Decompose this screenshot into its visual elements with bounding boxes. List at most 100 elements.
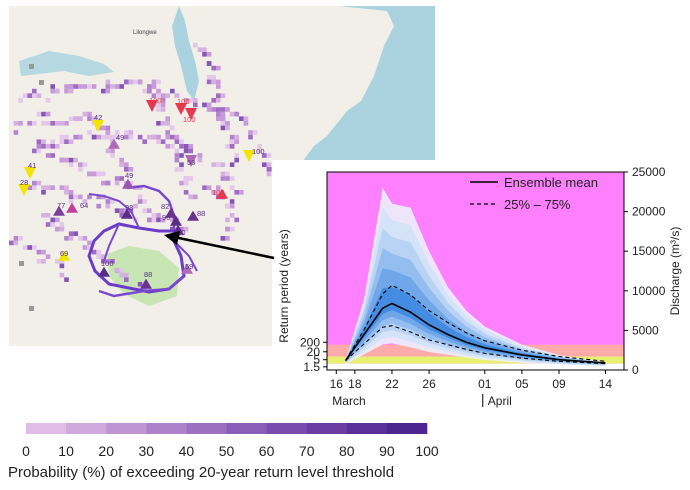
station-marker[interactable] bbox=[24, 167, 36, 179]
lake-malawi bbox=[172, 6, 199, 101]
grid-cell bbox=[188, 194, 193, 200]
grid-cell bbox=[137, 282, 143, 287]
grid-cell bbox=[197, 47, 203, 52]
grid-cell bbox=[262, 153, 267, 158]
grid-cell bbox=[220, 236, 226, 241]
station-marker[interactable] bbox=[185, 155, 197, 167]
band-1_5yr bbox=[327, 363, 624, 370]
grid-cell bbox=[188, 176, 193, 181]
y-left-axis-label: Return period (years) bbox=[277, 229, 291, 342]
grid-cell bbox=[188, 144, 193, 149]
grid-cell bbox=[183, 226, 189, 232]
legend-swatch bbox=[386, 423, 428, 434]
station-marker[interactable] bbox=[53, 205, 65, 216]
pointer-arrow bbox=[164, 231, 275, 260]
grid-cell bbox=[36, 93, 42, 98]
station-marker[interactable] bbox=[122, 178, 134, 189]
station-marker[interactable] bbox=[121, 208, 133, 219]
station-marker[interactable] bbox=[140, 278, 152, 289]
station-marker[interactable] bbox=[146, 100, 158, 112]
grid-cell bbox=[101, 180, 106, 186]
grid-cell bbox=[82, 84, 88, 89]
station-value: 88 bbox=[144, 270, 152, 279]
grid-cell bbox=[78, 236, 83, 241]
grid-cell bbox=[183, 180, 189, 186]
station-marker[interactable] bbox=[92, 120, 104, 132]
station-marker[interactable] bbox=[98, 266, 110, 277]
grid-cell bbox=[124, 162, 129, 167]
river-north bbox=[126, 184, 176, 231]
grid-cell bbox=[13, 130, 19, 135]
station-value: 100 bbox=[149, 96, 162, 105]
station-value: 98 bbox=[125, 203, 133, 212]
grid-cell bbox=[110, 153, 115, 158]
grid-cell bbox=[225, 176, 230, 181]
grid-cell bbox=[68, 116, 74, 121]
lake-kariba bbox=[19, 51, 114, 76]
grid-cell bbox=[105, 199, 111, 204]
river-main bbox=[87, 222, 186, 294]
grid-cell bbox=[174, 157, 180, 163]
grid-cell bbox=[248, 134, 253, 140]
grid-cell bbox=[229, 139, 235, 144]
grid-cell bbox=[147, 134, 152, 140]
station-value: 28 bbox=[20, 178, 28, 187]
grid-cell bbox=[96, 249, 101, 255]
grid-cell bbox=[78, 84, 83, 89]
grid-cell bbox=[156, 213, 161, 218]
station-marker[interactable] bbox=[18, 184, 30, 196]
grid-cell bbox=[216, 116, 221, 121]
legend-tick-label: 60 bbox=[259, 443, 275, 459]
station-marker[interactable] bbox=[181, 263, 193, 274]
grid-cell bbox=[27, 245, 32, 250]
grid-cell bbox=[41, 185, 46, 190]
grid-cell bbox=[110, 259, 115, 264]
grid-cell bbox=[170, 226, 175, 232]
grid-cell bbox=[39, 80, 44, 85]
station-marker[interactable] bbox=[108, 138, 120, 149]
grid-cell bbox=[216, 185, 221, 190]
grid-cell bbox=[114, 134, 120, 140]
station-marker[interactable] bbox=[175, 103, 187, 115]
station-marker[interactable] bbox=[216, 188, 228, 199]
grid-cell bbox=[32, 121, 37, 126]
grid-cell bbox=[165, 93, 170, 98]
grid-cell bbox=[96, 194, 101, 200]
grid-cell bbox=[29, 64, 34, 69]
grid-cell bbox=[59, 134, 65, 140]
station-marker[interactable] bbox=[66, 202, 78, 213]
station-marker[interactable] bbox=[58, 250, 70, 261]
station-value: 88 bbox=[197, 209, 205, 218]
grid-cell bbox=[105, 88, 111, 94]
grid-cell bbox=[211, 75, 216, 80]
station-marker[interactable] bbox=[170, 215, 182, 226]
grid-cell bbox=[257, 144, 262, 149]
grid-cell bbox=[229, 226, 235, 232]
grid-cell bbox=[179, 139, 184, 144]
grid-cell bbox=[119, 176, 124, 181]
grid-cell bbox=[50, 222, 55, 227]
grid-cell bbox=[220, 125, 226, 131]
legend-swatch bbox=[26, 423, 67, 434]
grid-cell bbox=[18, 98, 23, 103]
grid-cell bbox=[156, 139, 161, 144]
grid-cell bbox=[68, 88, 74, 94]
grid-cell bbox=[41, 213, 46, 218]
legend-swatch bbox=[226, 423, 267, 434]
grid-cell bbox=[220, 171, 226, 177]
station-marker[interactable] bbox=[187, 210, 199, 221]
grid-cell bbox=[73, 231, 78, 236]
grid-cell bbox=[55, 121, 60, 126]
station-marker[interactable] bbox=[243, 150, 255, 162]
station-marker[interactable] bbox=[165, 207, 177, 218]
grid-cell bbox=[82, 162, 88, 167]
grid-cell bbox=[216, 93, 221, 98]
grid-cell bbox=[22, 245, 28, 250]
y-right-tick-label: 5000 bbox=[632, 323, 659, 337]
legend-tick-label: 0 bbox=[22, 443, 30, 459]
grid-cell bbox=[87, 130, 92, 135]
station-marker[interactable] bbox=[185, 108, 197, 120]
grid-cell bbox=[211, 65, 216, 71]
grid-cell bbox=[36, 259, 42, 264]
grid-cell bbox=[45, 213, 51, 218]
